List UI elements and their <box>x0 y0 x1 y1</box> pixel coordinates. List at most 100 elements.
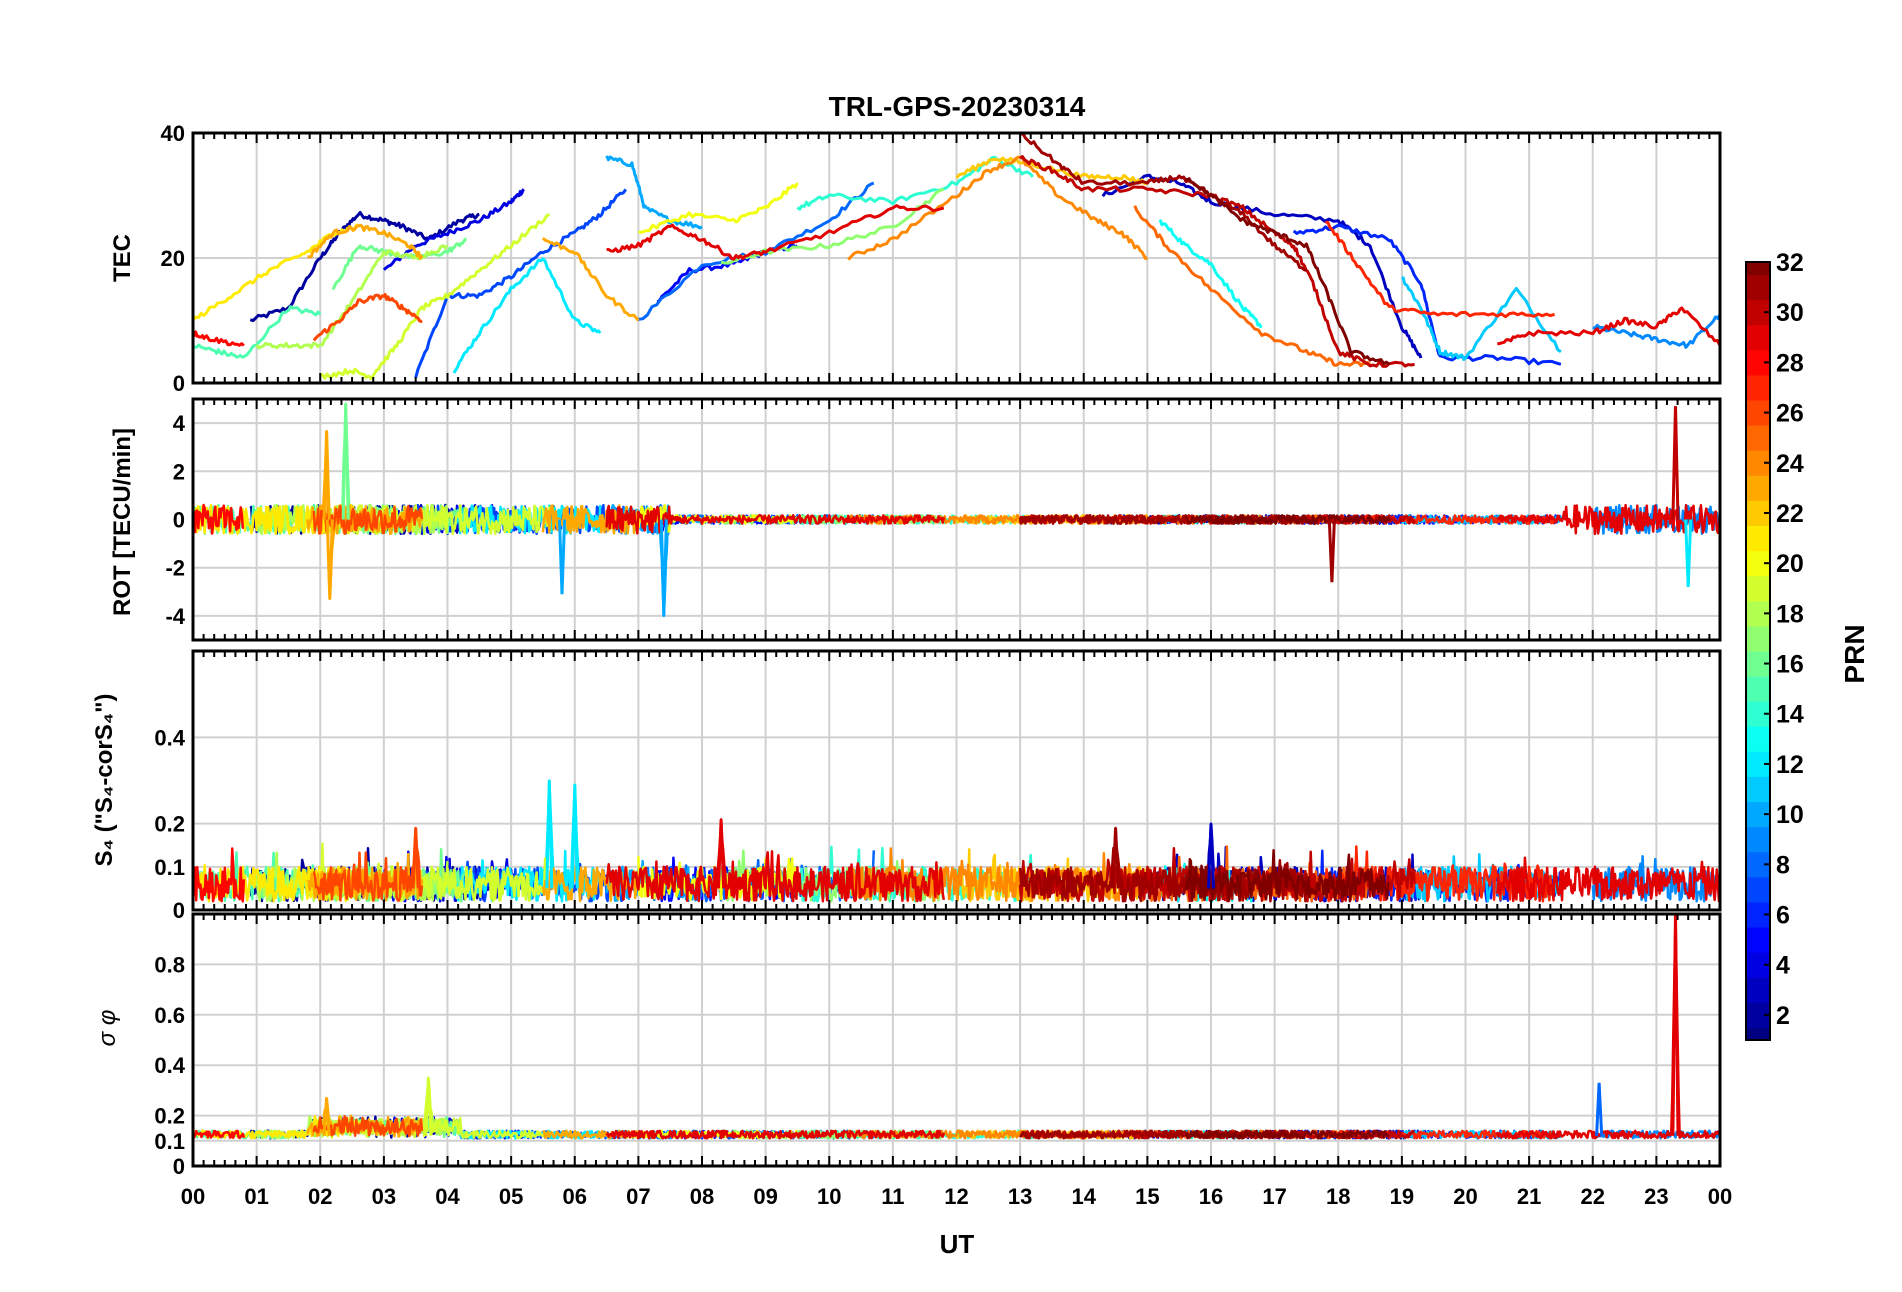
colorbar-swatch <box>1746 575 1770 602</box>
tec-series-line <box>249 211 480 323</box>
x-tick-label: 03 <box>372 1184 396 1209</box>
tec-panel: 0 20 40 <box>161 121 1722 396</box>
y-tick-label: 0.1 <box>154 1129 185 1154</box>
colorbar-tick-label: 10 <box>1776 801 1804 829</box>
colorbar-swatch <box>1746 625 1770 652</box>
tec-series-line <box>382 188 525 271</box>
s4-y-axis-label: S₄ ("S₄-corS₄") <box>91 693 118 866</box>
y-tick-label: 0.4 <box>154 725 185 750</box>
colorbar-label: PRN <box>1839 624 1870 683</box>
tec-series-line <box>1325 220 1556 319</box>
colorbar-tick-label: 26 <box>1776 400 1804 428</box>
colorbar-tick-label: 24 <box>1776 450 1804 478</box>
y-tick-label: 20 <box>161 246 185 271</box>
y-tick-label: 4 <box>173 411 186 436</box>
index-series-line <box>605 818 946 903</box>
x-tick-label: 22 <box>1581 1184 1605 1209</box>
tec-series-line <box>320 213 551 381</box>
colorbar-tick-label: 18 <box>1776 600 1804 628</box>
tec-series-line <box>720 187 945 265</box>
peak-spike <box>322 1097 331 1136</box>
tec-series-line <box>1019 133 1307 272</box>
index-series-line <box>1496 914 1720 1140</box>
x-tick-label: 02 <box>308 1184 332 1209</box>
index-series-line <box>193 503 245 535</box>
colorbar-swatch <box>1746 1027 1770 1041</box>
colorbar-tick-label: 28 <box>1776 349 1804 377</box>
index-series-line <box>193 1129 246 1140</box>
x-tick-label: 17 <box>1262 1184 1286 1209</box>
tec-series-line <box>452 257 602 374</box>
colorbar-tick-label: 8 <box>1776 851 1790 879</box>
colorbar-swatch <box>1746 676 1770 702</box>
peak-spike <box>325 519 334 600</box>
index-series-line <box>605 1129 946 1140</box>
tec-series-line <box>1158 219 1263 329</box>
tec-series-line <box>605 155 703 230</box>
sigma-phi-y-axis-label: σ φ <box>94 1010 121 1047</box>
index-series-line <box>1184 1129 1390 1140</box>
colorbar-swatch <box>1746 525 1770 552</box>
y-tick-label: 0.8 <box>154 952 185 977</box>
colorbar-swatch <box>1746 262 1770 276</box>
x-tick-label: 23 <box>1644 1184 1668 1209</box>
plot-area <box>193 914 1720 1140</box>
rot-y-axis-label: ROT [TECU/min] <box>109 428 136 616</box>
peak-spike <box>570 784 579 889</box>
colorbar-tick-label: 2 <box>1776 1002 1790 1030</box>
colorbar-swatch <box>1746 776 1770 803</box>
colorbar-tick-label: 6 <box>1776 902 1790 930</box>
tec-series-line <box>1292 223 1562 366</box>
peak-spike <box>1207 823 1215 889</box>
tec-series-line <box>638 182 799 234</box>
colorbar-tick-label: 12 <box>1776 751 1804 779</box>
colorbar-swatch <box>1746 977 1770 1003</box>
peak-spike <box>1671 406 1680 520</box>
colorbar-swatch <box>1746 274 1770 301</box>
x-tick-labels: 00 01 02 03 04 05 06 07 08 09 10 11 12 13 14 15 16 17 18 19… <box>181 1184 1732 1209</box>
index-series-line <box>312 826 424 903</box>
y-tick-label: 40 <box>161 121 185 146</box>
tec-series-line <box>307 223 424 260</box>
peak-spike <box>411 827 420 889</box>
y-tick-label: 0.2 <box>154 1104 185 1129</box>
s4-panel: 0 0.1 0.2 0.4 <box>154 649 1722 923</box>
tec-series-line <box>193 305 322 359</box>
tec-series-line <box>1101 173 1423 359</box>
y-tick-label: 0 <box>173 508 185 533</box>
y-tick-label: -4 <box>165 604 185 629</box>
x-tick-label: 14 <box>1072 1184 1097 1209</box>
tec-series-line <box>1019 155 1415 368</box>
colorbar-tick-label: 30 <box>1776 299 1804 327</box>
colorbar-swatch <box>1746 475 1770 501</box>
colorbar-tick-label: 32 <box>1776 249 1804 277</box>
x-tick-label: 04 <box>435 1184 460 1209</box>
peak-spike <box>424 1077 433 1136</box>
plot-area <box>193 133 1720 381</box>
colorbar-tick-label: 20 <box>1776 550 1804 578</box>
peak-spike <box>322 430 331 520</box>
colorbar-swatch <box>1746 726 1770 752</box>
tec-series-line <box>541 237 640 322</box>
colorbar-swatch <box>1746 826 1770 853</box>
colorbar-swatch <box>1746 374 1770 401</box>
x-tick-label: 08 <box>690 1184 714 1209</box>
colorbar-tick-label: 22 <box>1776 500 1804 528</box>
tec-series-line <box>796 155 1034 211</box>
x-tick-label: 00 <box>1708 1184 1732 1209</box>
colorbar-swatch <box>1746 876 1770 903</box>
index-series-line <box>1496 856 1720 903</box>
y-tick-label: 0.6 <box>154 1003 185 1028</box>
colorbar-tick-label: 14 <box>1776 701 1804 729</box>
x-tick-label: 10 <box>817 1184 841 1209</box>
y-tick-label: 0.2 <box>154 812 185 837</box>
x-tick-label: 09 <box>753 1184 777 1209</box>
colorbar-tick-label: 4 <box>1776 952 1790 980</box>
colorbar-swatch <box>1746 324 1770 351</box>
x-tick-label: 19 <box>1390 1184 1414 1209</box>
x-tick-label: 21 <box>1517 1184 1541 1209</box>
index-series-line <box>312 503 424 535</box>
x-tick-label: 16 <box>1199 1184 1223 1209</box>
tec-series-line <box>1401 275 1562 361</box>
